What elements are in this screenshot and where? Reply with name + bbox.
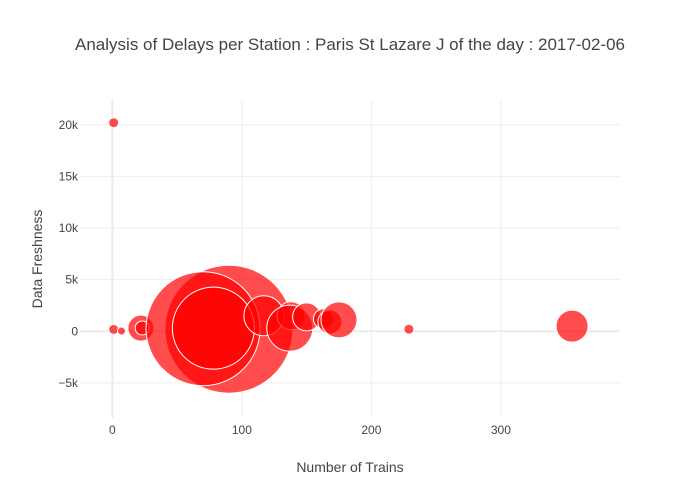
x-axis-ticks: 0 100 200 300: [109, 423, 511, 437]
data-point[interactable]: [116, 326, 126, 336]
y-tick-label: 15k: [59, 169, 79, 183]
x-tick-label: 300: [491, 423, 511, 437]
y-tick-label: 0: [71, 324, 78, 338]
points-layer: [108, 117, 589, 394]
data-point[interactable]: [403, 323, 415, 335]
data-point[interactable]: [171, 286, 255, 370]
data-point[interactable]: [555, 309, 589, 343]
grid-layer: [80, 100, 620, 418]
x-tick-label: 200: [361, 423, 381, 437]
data-point[interactable]: [108, 117, 120, 129]
x-tick-label: 100: [232, 423, 252, 437]
y-tick-label: 5k: [65, 273, 79, 287]
y-axis-ticks: −5k 0 5k 10k 15k 20k: [58, 118, 79, 390]
data-point[interactable]: [320, 301, 358, 339]
y-tick-label: 10k: [59, 221, 79, 235]
y-tick-label: −5k: [58, 376, 79, 390]
y-tick-label: 20k: [59, 118, 79, 132]
x-tick-label: 0: [109, 423, 116, 437]
chart-title: Analysis of Delays per Station : Paris S…: [75, 35, 625, 54]
y-axis-title: Data Freshness: [29, 210, 45, 309]
x-axis-title: Number of Trains: [296, 459, 403, 475]
data-point[interactable]: [108, 323, 120, 335]
